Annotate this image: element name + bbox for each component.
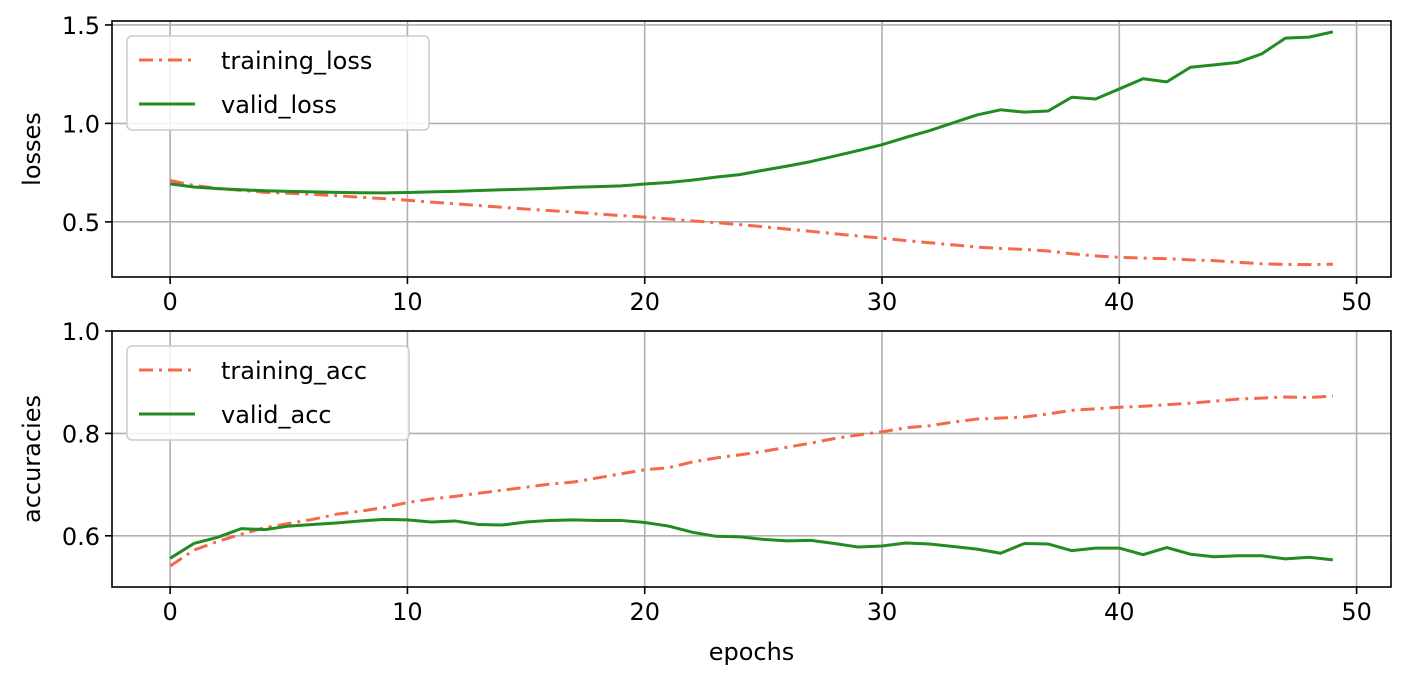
loss-series-training_loss bbox=[169, 179, 1333, 267]
acc-x-tick-label: 10 bbox=[392, 598, 423, 626]
acc-y-axis-label: accuracies bbox=[18, 395, 46, 523]
loss-x-tick-label: 0 bbox=[162, 288, 177, 316]
loss-y-tick-label: 0.5 bbox=[62, 209, 100, 237]
acc-x-tick-label: 30 bbox=[867, 598, 898, 626]
acc-x-axis-label: epochs bbox=[709, 638, 795, 666]
loss-x-tick-label: 30 bbox=[867, 288, 898, 316]
acc-legend-label-training_acc: training_acc bbox=[221, 357, 367, 385]
loss-y-axis-label: losses bbox=[18, 112, 46, 186]
loss-legend-label-training_loss: training_loss bbox=[221, 47, 372, 75]
loss-x-tick-label: 10 bbox=[392, 288, 423, 316]
loss-legend: training_loss valid_loss bbox=[126, 35, 430, 131]
acc-y-tick-label: 1.0 bbox=[62, 318, 100, 346]
loss-axes-frame bbox=[111, 20, 1392, 278]
acc-series-training_acc bbox=[169, 394, 1333, 568]
acc-x-tick-label: 20 bbox=[629, 598, 660, 626]
acc-legend-box bbox=[126, 345, 410, 441]
acc-legend: training_acc valid_acc bbox=[126, 345, 410, 441]
loss-x-tick-label: 20 bbox=[629, 288, 660, 316]
acc-x-tick-label: 0 bbox=[162, 598, 177, 626]
loss-x-tick-label: 50 bbox=[1341, 288, 1372, 316]
loss-y-tick-label: 1.0 bbox=[62, 110, 100, 138]
acc-legend-label-valid_acc: valid_acc bbox=[221, 401, 332, 429]
acc-series-valid_acc bbox=[169, 517, 1334, 562]
loss-panel: 0 10 20 30 40 50 0.5 1.0 1.5 losses training_lossv… bbox=[18, 12, 1392, 316]
loss-series-valid_loss bbox=[169, 30, 1334, 195]
acc-y-tick-label: 0.6 bbox=[62, 523, 100, 551]
loss-x-tick-label: 40 bbox=[1104, 288, 1135, 316]
loss-legend-box bbox=[126, 35, 430, 131]
loss-legend-label-valid_loss: valid_loss bbox=[221, 91, 337, 119]
acc-y-tick-label: 0.8 bbox=[62, 420, 100, 448]
acc-panel: 0 10 20 30 40 50 0.6 0.8 1.0 accuracies epochs trai… bbox=[18, 318, 1392, 666]
acc-x-tick-label: 50 bbox=[1341, 598, 1372, 626]
acc-axes-frame bbox=[111, 330, 1392, 588]
loss-y-tick-label: 1.5 bbox=[62, 12, 100, 40]
acc-x-tick-label: 40 bbox=[1104, 598, 1135, 626]
